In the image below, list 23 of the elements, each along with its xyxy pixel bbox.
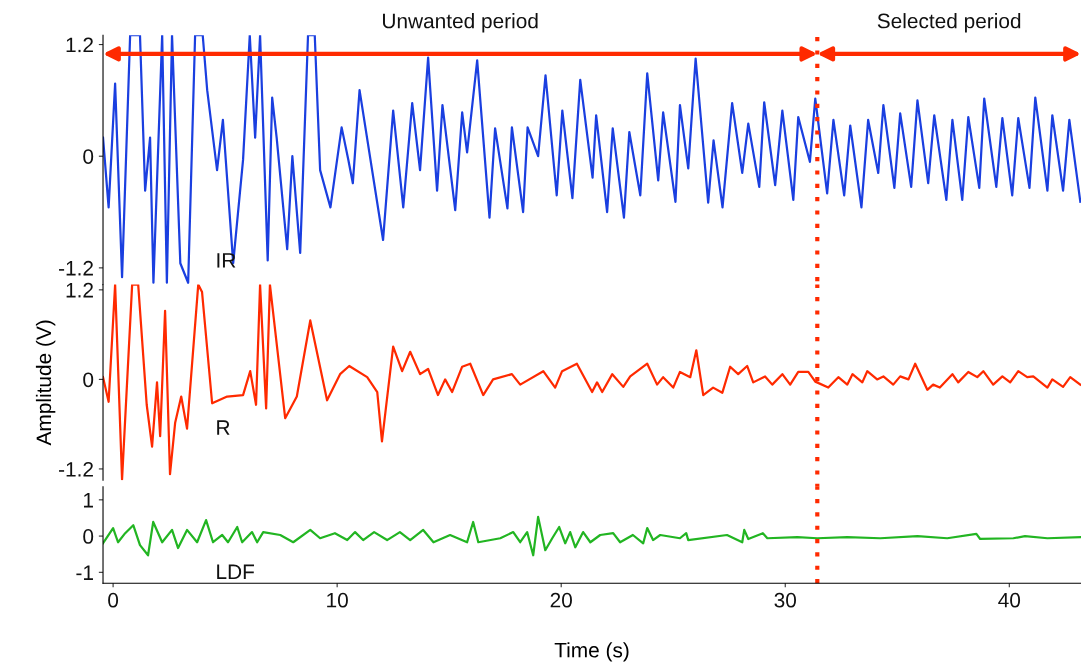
x-axis-title: Time (s): [554, 642, 629, 662]
series-label: IR: [217, 253, 236, 268]
y-tick-label: 0: [83, 372, 94, 388]
line-series: [103, 515, 1081, 557]
y-tick-label: 0: [83, 149, 94, 164]
y-tick-label: 0: [83, 529, 94, 544]
x-tick-label: 10: [327, 592, 348, 608]
y-tick-label: -1: [76, 565, 93, 580]
y-tick-label: -1.2: [59, 260, 93, 276]
line-series: [103, 35, 1081, 284]
text: Selected period: [877, 13, 1021, 33]
x-tick-label: 0: [108, 592, 119, 608]
y-tick-label: 1.2: [66, 37, 93, 53]
y-tick-label: -1.2: [59, 461, 93, 477]
y-tick-label: 1.2: [66, 282, 93, 298]
x-tick-label: 20: [550, 592, 572, 608]
text: Unwanted period: [383, 13, 538, 33]
x-tick-label: 40: [998, 592, 1021, 608]
series-label: LDF: [217, 564, 255, 579]
series-label: R: [217, 420, 230, 435]
x-tick-label: 30: [774, 592, 797, 608]
y-axis-title: Amplitude (V): [35, 320, 56, 446]
y-tick-label: 1: [83, 493, 93, 508]
